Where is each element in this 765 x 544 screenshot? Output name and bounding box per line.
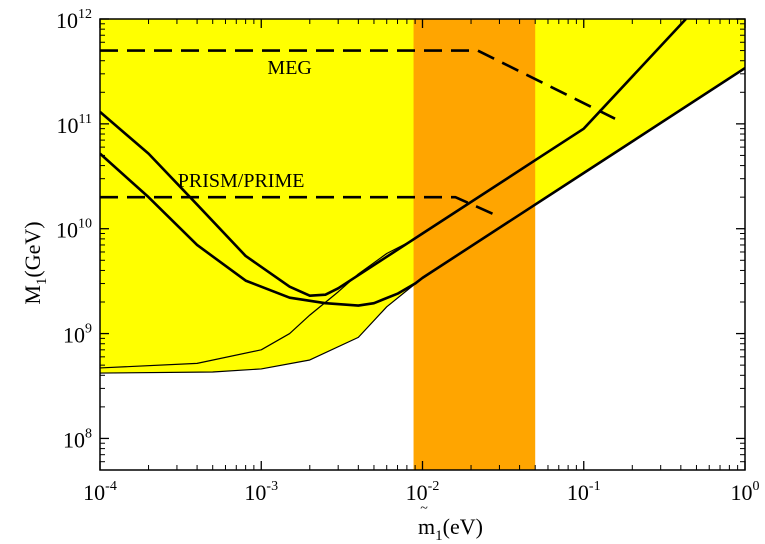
thick-curve-3 (100, 19, 687, 297)
annotation-prism-prime: PRISM/PRIME (178, 170, 305, 192)
x-axis-label-base: m (418, 514, 435, 539)
x-axis-label-sub: 1 (435, 528, 443, 544)
y-tick-label: 1011 (57, 112, 92, 138)
x-tick-label: 10-1 (567, 479, 601, 505)
x-axis-label-tilde: ~ (420, 501, 428, 516)
dashed-bound-5 (100, 49, 618, 121)
chart-annotations: MEG PRISM/PRIME (178, 57, 312, 192)
y-axis-label-base: M (20, 285, 45, 305)
chart-series (100, 19, 745, 374)
y-tick-label: 1012 (56, 7, 92, 33)
x-tick-label: 10-4 (83, 479, 117, 505)
dashed-bound-6 (100, 195, 500, 218)
y-axis-label-sub: 1 (34, 278, 50, 286)
y-axis-label: M1(GeV) (20, 221, 50, 304)
y-tick-label: 108 (63, 426, 92, 452)
y-tick-label: 1010 (56, 217, 92, 243)
x-axis-label: m1(eV) (418, 514, 483, 544)
x-axis-label-unit: (eV) (443, 514, 483, 539)
chart-regions (100, 19, 745, 470)
y-axis-label-unit: (GeV) (20, 221, 45, 277)
x-tick-label: 100 (731, 479, 760, 505)
axis-ticks: 10-4 10-3 10-2 10-1 100 108 109 1010 1011 1012 (56, 7, 760, 505)
thick-curve-4 (100, 67, 745, 307)
y-tick-label: 109 (63, 322, 92, 348)
annotation-meg: MEG (267, 57, 311, 79)
x-tick-label: 10-2 (406, 479, 440, 505)
thin-curve-2 (100, 238, 416, 369)
x-tick-label: 10-3 (244, 479, 278, 505)
